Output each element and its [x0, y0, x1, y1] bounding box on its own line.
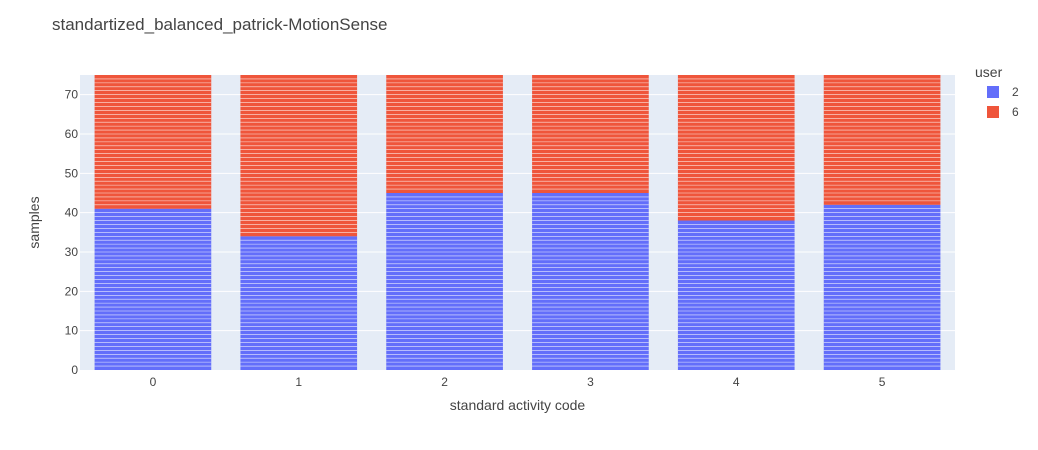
bar-fill: [532, 193, 649, 370]
x-tick-label: 2: [441, 375, 448, 389]
plot-area: [80, 75, 955, 370]
y-tick-label: 50: [65, 166, 79, 180]
bar-fill: [94, 208, 212, 370]
legend-swatch: [987, 86, 999, 98]
bar-segment-series-6-cat-5[interactable]: [823, 75, 941, 205]
y-gridlines: [80, 94, 955, 332]
legend[interactable]: user 2 6: [975, 64, 1019, 119]
x-tick-label: 5: [879, 375, 886, 389]
bar-segment-series-2-cat-4[interactable]: [677, 220, 795, 370]
legend-item-6[interactable]: 6: [987, 105, 1019, 119]
y-tick-label: 40: [65, 206, 79, 220]
legend-item-2[interactable]: 2: [987, 85, 1019, 99]
bar-segment-series-2-cat-3[interactable]: [532, 193, 649, 370]
bar-segment-series-2-cat-5[interactable]: [823, 204, 941, 370]
x-axis-ticks: 0 1 2 3 4 5: [150, 375, 886, 389]
bar-fill: [677, 75, 795, 221]
legend-label: 6: [1012, 105, 1019, 119]
x-axis-title: standard activity code: [450, 397, 586, 413]
bar-segment-series-2-cat-2[interactable]: [386, 193, 503, 370]
bar-segment-series-6-cat-1[interactable]: [240, 75, 358, 237]
y-tick-label: 10: [65, 324, 79, 338]
bar-segment-series-6-cat-2[interactable]: [386, 75, 503, 193]
y-tick-label: 70: [65, 88, 79, 102]
legend-title: user: [975, 64, 1003, 80]
bar-segment-series-6-cat-0[interactable]: [94, 75, 212, 209]
bar-fill: [386, 193, 503, 370]
x-tick-label: 0: [150, 375, 157, 389]
y-tick-label: 0: [71, 363, 78, 377]
y-axis-title: samples: [26, 196, 42, 248]
bar-segment-series-2-cat-0[interactable]: [94, 208, 212, 370]
bar-fill: [823, 75, 941, 205]
y-tick-label: 30: [65, 245, 79, 259]
y-tick-label: 60: [65, 127, 79, 141]
x-tick-label: 4: [733, 375, 740, 389]
y-axis-ticks: 0 10 20 30 40 50 60 70: [65, 88, 79, 377]
bar-segment-series-2-cat-1[interactable]: [240, 236, 358, 370]
chart-title: standartized_balanced_patrick-MotionSens…: [52, 15, 387, 34]
legend-swatch: [987, 106, 999, 118]
x-tick-label: 1: [295, 375, 302, 389]
bar-segment-series-6-cat-4[interactable]: [677, 75, 795, 221]
bar-fill: [240, 75, 358, 237]
bars: [94, 75, 941, 370]
x-tick-label: 3: [587, 375, 594, 389]
bar-segment-series-6-cat-3[interactable]: [532, 75, 649, 193]
legend-label: 2: [1012, 85, 1019, 99]
y-tick-label: 20: [65, 284, 79, 298]
